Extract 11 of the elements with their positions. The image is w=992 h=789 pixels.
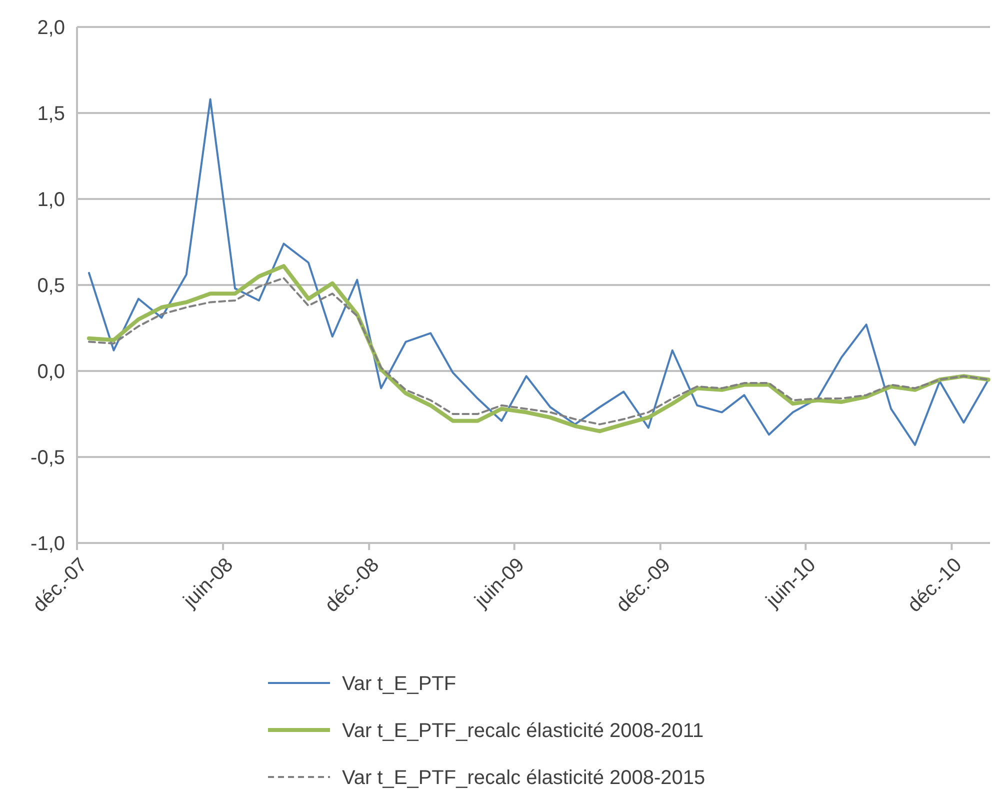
y-tick-label: 0,5 (37, 275, 65, 297)
legend-label: Var t_E_PTF (342, 673, 456, 695)
y-tick-label: 0,0 (37, 361, 65, 383)
y-tick-label: 1,5 (37, 103, 65, 125)
y-tick-label: -1,0 (30, 533, 65, 555)
y-tick-label: 1,0 (37, 189, 65, 211)
y-tick-label: 2,0 (37, 17, 65, 39)
y-tick-label: -0,5 (30, 447, 65, 469)
line-series (88, 98, 990, 446)
legend-label: Var t_E_PTF_recalc élasticité 2008-2015 (342, 767, 706, 789)
legend-label: Var t_E_PTF_recalc élasticité 2008-2011 (342, 720, 704, 742)
